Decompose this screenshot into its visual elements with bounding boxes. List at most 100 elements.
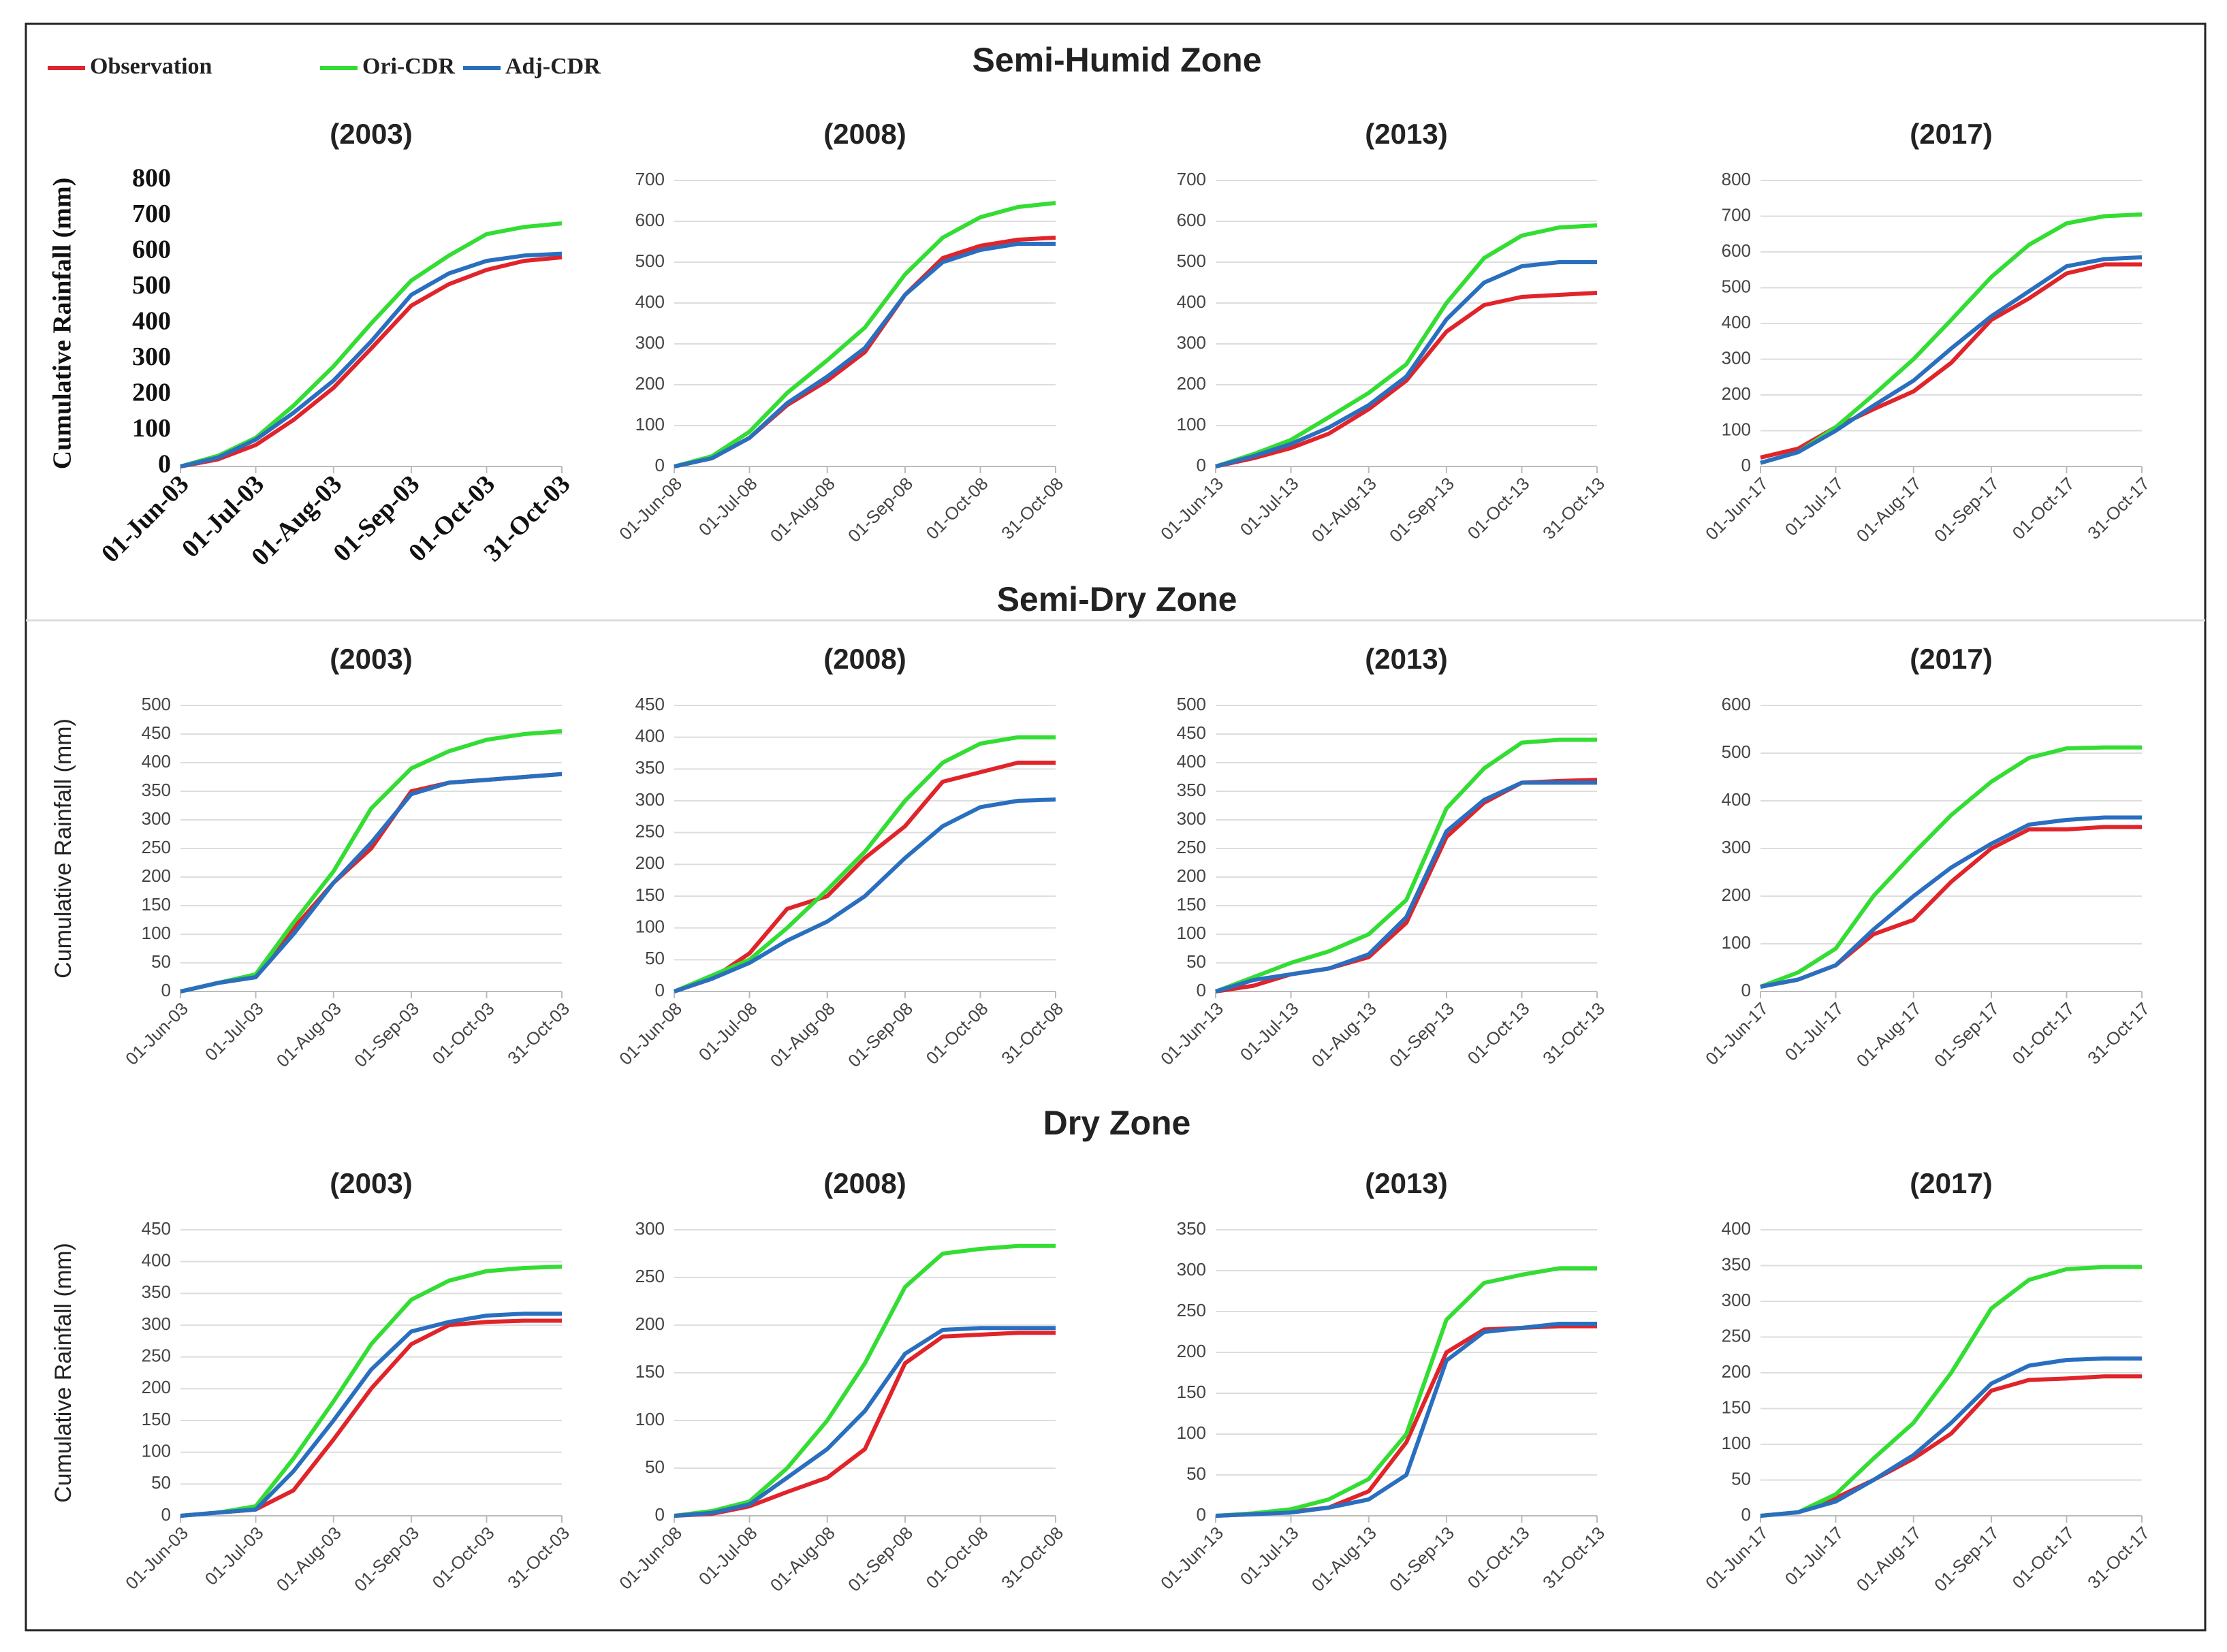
y-tick-label: 0	[158, 450, 171, 479]
y-tick-label: 350	[1177, 780, 1206, 800]
y-tick-label: 300	[142, 1314, 171, 1334]
y-tick-label: 200	[635, 373, 665, 394]
y-tick-label: 0	[161, 980, 171, 1000]
x-tick-label: 01-Aug-13	[1308, 473, 1380, 546]
y-tick-label: 700	[132, 200, 171, 228]
y-tick-label: 200	[132, 379, 171, 407]
x-tick-label: 01-Sep-08	[844, 1523, 917, 1595]
frame	[25, 22, 2207, 1632]
x-tick-label: 01-Jul-13	[1236, 1523, 1303, 1589]
chart-title: (2003)	[330, 643, 412, 675]
x-tick-label: 01-Oct-03	[428, 998, 499, 1068]
series-line	[673, 735, 1056, 994]
x-tick-label: 01-Sep-13	[1385, 1523, 1458, 1595]
x-tick-label: 31-Oct-08	[997, 473, 1067, 543]
series-line	[1215, 778, 1598, 994]
legend-label: Ori-CDR	[362, 54, 455, 79]
y-tick-label: 600	[1722, 694, 1751, 714]
y-tick-label: 100	[1722, 1433, 1751, 1453]
x-tick-label: 01-Jun-08	[615, 473, 686, 544]
y-axis-label: Cumulative Rainfall (mm)	[48, 178, 77, 470]
y-tick-label: 250	[142, 837, 171, 857]
x-tick-label: 01-Sep-17	[1930, 473, 2003, 546]
x-tick-label: 01-Aug-03	[272, 1523, 345, 1595]
y-tick-label: 200	[635, 1314, 665, 1334]
series-line	[1760, 262, 2142, 460]
y-tick-label: 500	[1722, 742, 1751, 762]
y-tick-label: 0	[655, 1504, 665, 1525]
y-tick-label: 800	[132, 164, 171, 193]
chart-title: (2008)	[823, 118, 906, 150]
y-tick-label: 500	[1722, 276, 1751, 296]
x-tick-label: 01-Jun-08	[615, 998, 686, 1069]
series-line	[1214, 737, 1597, 994]
y-tick-label: 0	[655, 455, 665, 475]
y-tick-label: 100	[1177, 923, 1206, 943]
zone-title: Semi-Dry Zone	[997, 580, 1237, 618]
x-tick-label: 01-Jul-17	[1781, 998, 1848, 1065]
y-tick-label: 0	[1197, 455, 1206, 475]
x-tick-label: 01-Oct-08	[922, 1523, 992, 1593]
y-tick-label: 450	[635, 694, 665, 714]
y-tick-label: 0	[1197, 1504, 1206, 1525]
y-tick-label: 600	[1722, 240, 1751, 261]
x-tick-label: 01-Jun-03	[121, 1523, 192, 1593]
y-tick-label: 200	[142, 865, 171, 886]
x-tick-label: 01-Aug-17	[1852, 473, 1925, 546]
chart-title: (2017)	[1910, 1167, 1992, 1199]
y-tick-label: 100	[635, 917, 665, 937]
x-tick-label: 01-Aug-08	[766, 1523, 839, 1595]
y-tick-label: 700	[1722, 204, 1751, 225]
y-tick-label: 300	[1722, 837, 1751, 857]
x-tick-label: 31-Oct-13	[1538, 1523, 1609, 1593]
series-line	[180, 1312, 562, 1518]
y-tick-label: 450	[142, 722, 171, 743]
y-tick-label: 50	[151, 951, 171, 972]
y-tick-label: 250	[142, 1346, 171, 1366]
y-tick-label: 500	[132, 271, 171, 300]
y-tick-label: 150	[635, 1361, 665, 1382]
x-tick-label: 01-Oct-17	[2008, 1523, 2079, 1593]
y-axis-label: Cumulative Rainfall (mm)	[50, 1243, 76, 1503]
y-tick-label: 500	[635, 251, 665, 271]
y-tick-label: 400	[142, 751, 171, 772]
x-tick-label: 01-Sep-08	[844, 473, 917, 546]
x-tick-label: 01-Aug-08	[766, 473, 839, 546]
x-tick-label: 01-Oct-08	[922, 998, 992, 1068]
x-tick-label: 01-Jul-08	[695, 998, 761, 1065]
chart-title: (2017)	[1910, 118, 1992, 150]
y-tick-label: 400	[132, 307, 171, 336]
y-tick-label: 300	[635, 1218, 665, 1239]
chart-title: (2003)	[330, 1167, 412, 1199]
y-tick-label: 500	[1177, 694, 1206, 714]
y-tick-label: 350	[1722, 1254, 1751, 1274]
y-tick-label: 350	[635, 757, 665, 778]
y-tick-label: 400	[1722, 312, 1751, 332]
y-tick-label: 100	[1177, 414, 1206, 434]
y-tick-label: 800	[1722, 169, 1751, 189]
x-tick-label: 01-Sep-08	[844, 998, 917, 1071]
x-tick-label: 01-Jun-17	[1701, 473, 1772, 544]
series-line	[674, 797, 1056, 994]
x-tick-label: 01-Jun-03	[121, 998, 192, 1069]
y-tick-label: 0	[1197, 980, 1206, 1000]
y-tick-label: 400	[142, 1250, 171, 1271]
y-tick-label: 100	[635, 414, 665, 434]
x-tick-label: 01-Jul-03	[201, 1523, 268, 1589]
series-line	[1760, 1356, 2142, 1518]
series-line	[1215, 780, 1597, 994]
y-tick-label: 150	[1722, 1397, 1751, 1417]
chart-title: (2003)	[330, 118, 412, 150]
x-tick-label: 01-Jun-13	[1156, 1523, 1227, 1593]
x-tick-label: 01-Oct-13	[1464, 1523, 1534, 1593]
y-axis-label: Cumulative Rainfall (mm)	[50, 718, 76, 979]
y-tick-label: 150	[1177, 894, 1206, 915]
y-tick-label: 200	[635, 853, 665, 873]
y-tick-label: 350	[142, 780, 171, 800]
x-tick-label: 01-Sep-03	[350, 1523, 423, 1595]
series-line	[180, 1318, 562, 1518]
y-tick-label: 400	[1177, 751, 1206, 772]
x-tick-label: 01-Jun-13	[1156, 473, 1227, 544]
x-tick-label: 01-Jun-13	[1156, 998, 1227, 1069]
